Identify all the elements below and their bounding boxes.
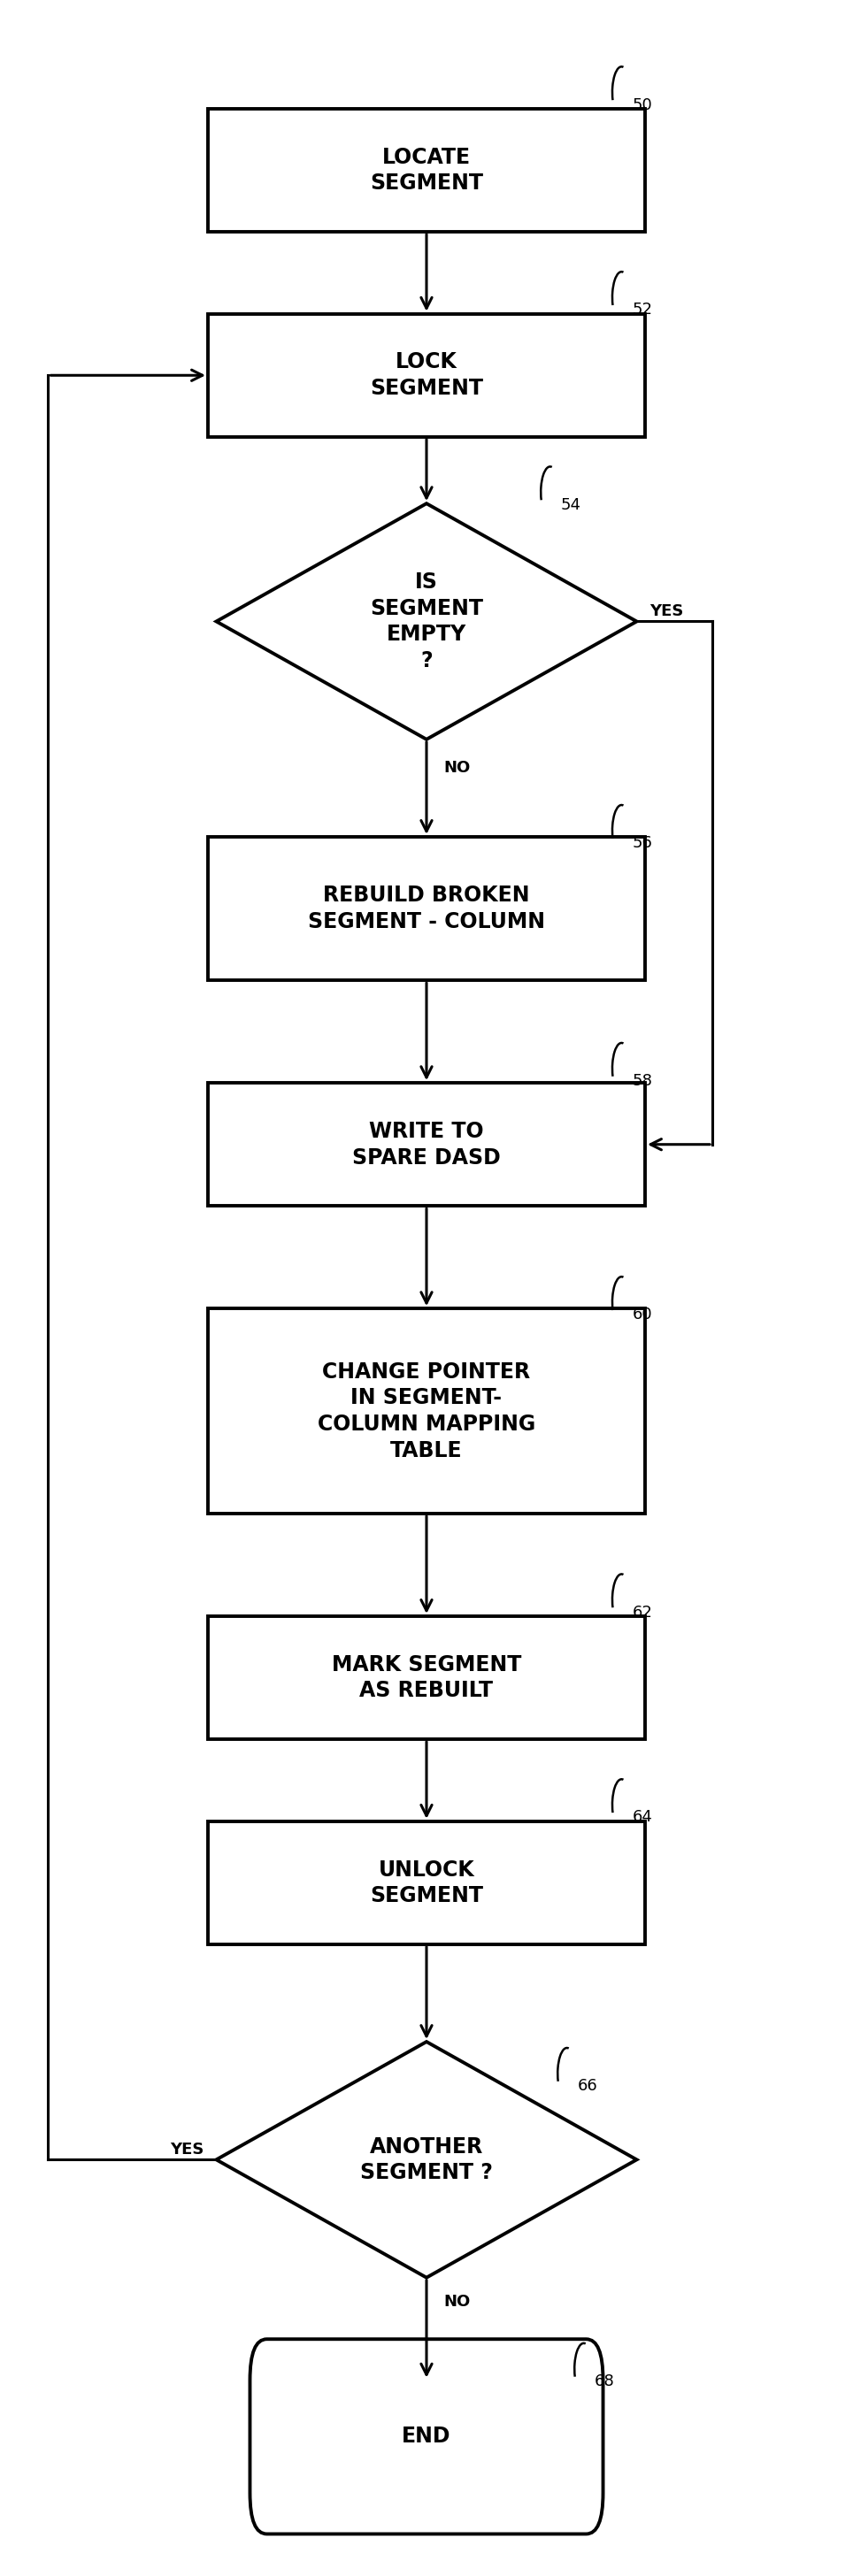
Text: IS
SEGMENT
EMPTY
?: IS SEGMENT EMPTY ? — [370, 572, 483, 672]
FancyBboxPatch shape — [208, 108, 645, 232]
FancyBboxPatch shape — [208, 1309, 645, 1515]
Text: LOCATE
SEGMENT: LOCATE SEGMENT — [370, 147, 483, 193]
Text: NO: NO — [444, 2295, 470, 2311]
Text: YES: YES — [170, 2141, 204, 2156]
Polygon shape — [217, 2043, 636, 2277]
Text: 54: 54 — [561, 497, 582, 513]
Text: ANOTHER
SEGMENT ?: ANOTHER SEGMENT ? — [360, 2136, 493, 2184]
Text: END: END — [402, 2427, 451, 2447]
Text: 58: 58 — [632, 1074, 653, 1090]
Text: LOCK
SEGMENT: LOCK SEGMENT — [370, 350, 483, 399]
Text: 60: 60 — [632, 1306, 653, 1324]
Polygon shape — [217, 502, 636, 739]
Text: REBUILD BROKEN
SEGMENT - COLUMN: REBUILD BROKEN SEGMENT - COLUMN — [308, 884, 545, 933]
FancyBboxPatch shape — [208, 1821, 645, 1945]
Text: MARK SEGMENT
AS REBUILT: MARK SEGMENT AS REBUILT — [332, 1654, 521, 1700]
Text: 52: 52 — [632, 301, 653, 317]
Text: 50: 50 — [632, 98, 653, 113]
Text: CHANGE POINTER
IN SEGMENT-
COLUMN MAPPING
TABLE: CHANGE POINTER IN SEGMENT- COLUMN MAPPIN… — [317, 1360, 536, 1461]
Text: NO: NO — [444, 760, 470, 775]
Text: 66: 66 — [577, 2079, 598, 2094]
Text: 62: 62 — [632, 1605, 653, 1620]
Text: 64: 64 — [632, 1808, 653, 1826]
FancyBboxPatch shape — [208, 314, 645, 438]
FancyBboxPatch shape — [208, 1615, 645, 1739]
Text: UNLOCK
SEGMENT: UNLOCK SEGMENT — [370, 1860, 483, 1906]
FancyBboxPatch shape — [208, 837, 645, 981]
Text: YES: YES — [649, 603, 683, 618]
Text: WRITE TO
SPARE DASD: WRITE TO SPARE DASD — [352, 1121, 501, 1167]
Text: 56: 56 — [632, 835, 653, 850]
FancyBboxPatch shape — [250, 2339, 603, 2535]
FancyBboxPatch shape — [208, 1082, 645, 1206]
Text: 68: 68 — [595, 2372, 615, 2391]
